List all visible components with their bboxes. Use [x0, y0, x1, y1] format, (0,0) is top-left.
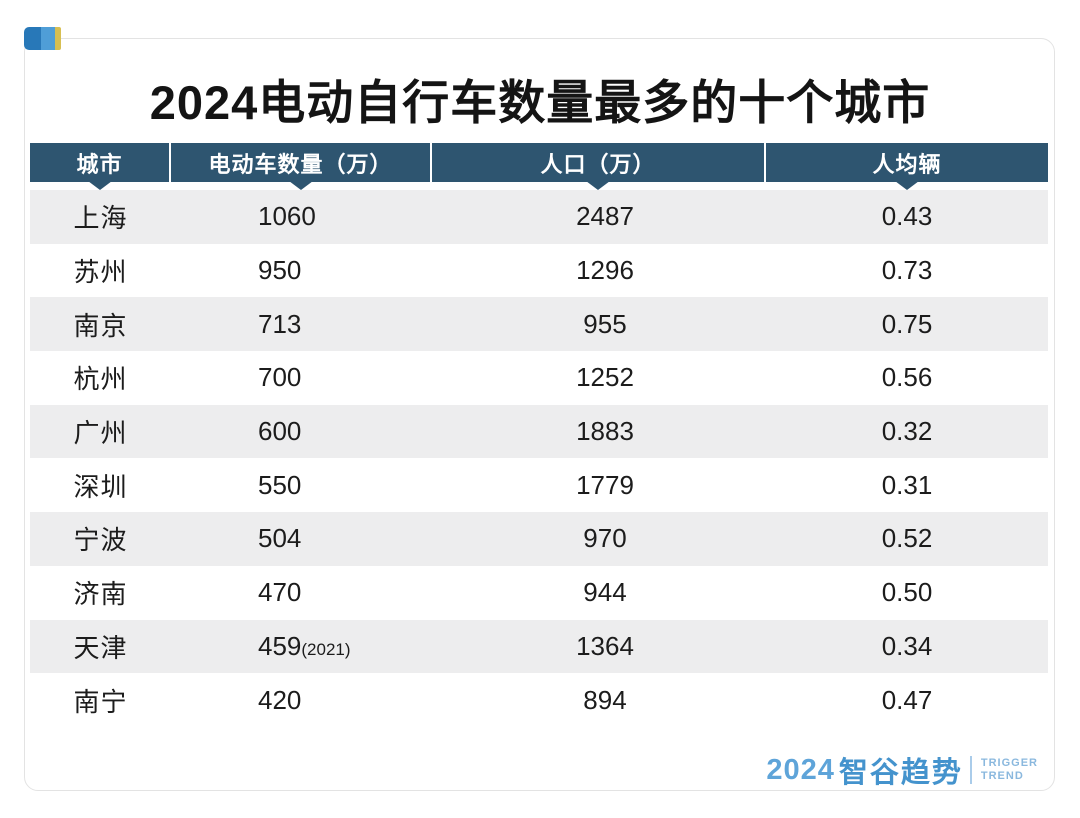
ebikes-note: (2021): [301, 639, 351, 659]
table-row: 苏州 950 1296 0.73: [30, 244, 1048, 298]
table-row: 广州 600 1883 0.32: [30, 404, 1048, 459]
cell-ebikes: 550: [171, 470, 432, 501]
ebikes-value: 550: [258, 469, 302, 500]
header-notch-icon: [288, 181, 313, 190]
header-label-per-capita: 人均辆: [872, 151, 942, 177]
ebikes-value: 950: [258, 255, 302, 286]
cell-per-capita: 0.52: [881, 523, 933, 554]
header-cell-population: 人口（万）: [432, 143, 766, 190]
cell-population: 2487: [576, 201, 634, 232]
cell-city: 广州: [73, 418, 128, 449]
brand-divider: [969, 756, 972, 784]
cell-population: 955: [583, 308, 627, 339]
cell-population: 970: [583, 523, 627, 554]
brand-name-text: 智谷趋势: [838, 757, 963, 789]
ebikes-value: 504: [258, 523, 302, 554]
cell-city: 南宁: [73, 686, 128, 717]
header-cell-per-capita: 人均辆: [766, 143, 1048, 190]
cell-population: 1364: [576, 630, 634, 661]
ebikes-value: 700: [258, 362, 302, 393]
cell-per-capita: 0.47: [881, 684, 933, 715]
brand-year-text: 2024: [766, 753, 835, 786]
cell-ebikes: 1060: [171, 201, 432, 232]
header-label-city: 城市: [76, 151, 123, 177]
cell-per-capita: 0.50: [881, 577, 933, 608]
table-header-row: 城市 电动车数量（万） 人口（万） 人均辆: [30, 143, 1048, 190]
table-row: 南京 713 955 0.75: [30, 297, 1048, 352]
table-row: 济南 470 944 0.50: [30, 566, 1048, 620]
ebikes-value: 713: [258, 308, 302, 339]
cell-city: 南京: [73, 310, 128, 341]
table-row: 宁波 504 970 0.52: [30, 512, 1048, 566]
cell-city: 深圳: [73, 471, 128, 502]
table-row: 南宁 420 894 0.47: [30, 673, 1048, 727]
cell-ebikes: 600: [171, 416, 432, 447]
table-row: 上海 1060 2487 0.43: [30, 190, 1048, 244]
header-notch-icon: [586, 181, 610, 190]
cell-city: 上海: [73, 203, 128, 234]
ebikes-value: 470: [258, 577, 302, 608]
header-label-ebikes: 电动车数量（万）: [208, 151, 393, 177]
cell-population: 1296: [576, 255, 634, 286]
cell-per-capita: 0.56: [881, 362, 933, 393]
cell-city: 苏州: [73, 257, 128, 288]
cell-city: 天津: [73, 632, 128, 663]
cell-per-capita: 0.75: [881, 308, 933, 339]
cell-ebikes: 420: [171, 685, 432, 716]
cell-city: 杭州: [73, 364, 128, 395]
ebikes-value: 600: [258, 416, 302, 447]
brand-corner-mark-icon: [24, 27, 61, 50]
cell-ebikes: 470: [171, 577, 432, 608]
ebikes-value: 420: [258, 684, 302, 715]
cell-population: 1779: [576, 469, 634, 500]
cell-population: 1883: [576, 416, 634, 447]
cell-population: 1252: [576, 362, 634, 393]
cell-per-capita: 0.31: [881, 469, 933, 500]
cell-ebikes: 700: [171, 362, 432, 393]
cell-population: 944: [583, 577, 627, 608]
brand-sub-top-text: TRIGGER: [980, 757, 1038, 769]
chip-yellow-segment: [55, 27, 61, 50]
ebikes-value: 1060: [258, 201, 316, 232]
cell-city: 宁波: [73, 525, 128, 556]
cell-population: 894: [583, 684, 627, 715]
header-cell-ebikes: 电动车数量（万）: [171, 143, 432, 190]
cell-ebikes: 459(2021): [171, 631, 432, 662]
header-label-population: 人口（万）: [540, 151, 656, 177]
header-notch-icon: [87, 181, 112, 190]
cell-ebikes: 950: [171, 255, 432, 286]
cell-per-capita: 0.32: [881, 416, 933, 447]
chip-light-blue-segment: [41, 27, 55, 50]
table-body: 上海 1060 2487 0.43 苏州 950 1296 0.73 南京 71…: [30, 190, 1048, 727]
page-title: 2024电动自行车数量最多的十个城市: [149, 76, 931, 129]
cell-per-capita: 0.34: [881, 630, 933, 661]
cell-ebikes: 504: [171, 523, 432, 554]
cell-city: 济南: [73, 579, 128, 610]
brand-sub-bottom-text: TREND: [980, 770, 1024, 782]
ebikes-value: 459: [258, 630, 302, 661]
table-row: 深圳 550 1779 0.31: [30, 458, 1048, 512]
brand-subtitle: TRIGGER TREND: [981, 757, 1038, 783]
cell-per-capita: 0.73: [881, 255, 933, 286]
cell-per-capita: 0.43: [881, 201, 933, 232]
table-row: 天津 459(2021) 1364 0.34: [30, 619, 1048, 674]
table-row: 杭州 700 1252 0.56: [30, 351, 1048, 405]
header-notch-icon: [895, 181, 919, 190]
chip-dark-blue-segment: [24, 27, 41, 50]
brand-footer-logo: 2024 智谷趋势 TRIGGER TREND: [766, 750, 1038, 790]
header-cell-city: 城市: [30, 143, 171, 190]
cell-ebikes: 713: [171, 309, 432, 340]
